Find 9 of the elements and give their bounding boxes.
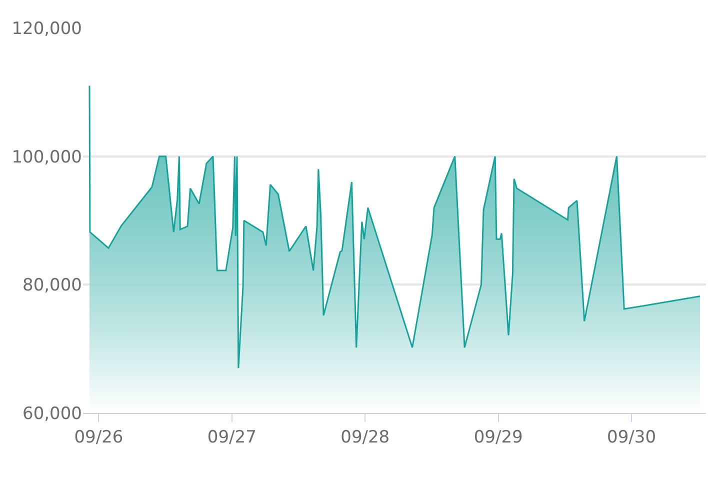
x-tick-label: 09/29 <box>474 427 523 448</box>
x-tick-label: 09/30 <box>607 427 656 448</box>
x-tick-label: 09/27 <box>207 427 256 448</box>
y-tick-label: 120,000 <box>12 18 82 39</box>
y-tick-label: 80,000 <box>22 276 82 296</box>
y-tick-label: 100,000 <box>12 147 82 168</box>
y-tick-label: 60,000 <box>22 404 82 424</box>
x-tick-label: 09/26 <box>74 427 124 448</box>
x-tick-label: 09/28 <box>340 427 390 448</box>
